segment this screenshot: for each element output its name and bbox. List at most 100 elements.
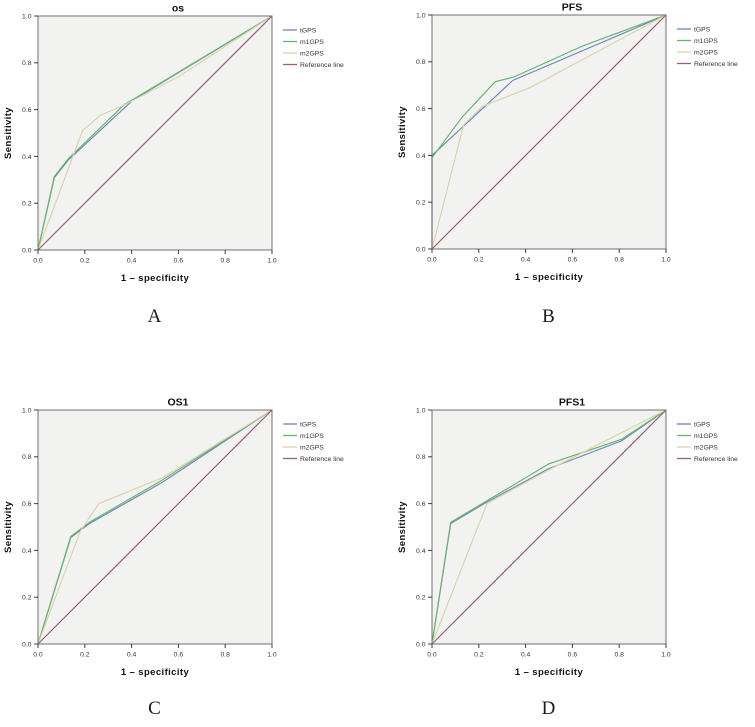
y-tick-label: 1.0 — [22, 13, 32, 20]
plot-frame — [431, 14, 667, 250]
y-tick-label: 0.4 — [22, 548, 32, 555]
legend-label-m2gps: m2GPS — [694, 444, 718, 451]
x-axis: 0.0 0.2 0.4 0.6 0.8 1.0 — [33, 644, 277, 659]
y-tick-label: 0.0 — [416, 641, 426, 648]
roc-chart-PFS1: 0.0 0.2 0.4 0.6 0.8 1.0 0.0 0.2 0.4 0.6 0.8 1.0 PFS1… — [397, 397, 738, 679]
y-tick-label: 0.2 — [22, 595, 32, 602]
panel-d-chart: 0.0 0.2 0.4 0.6 0.8 1.0 0.0 0.2 0.4 0.6 0.8 1.0 PFS1… — [394, 396, 755, 693]
legend-label-m2gps: m2GPS — [300, 50, 324, 57]
roc-chart-PFS: 0.0 0.2 0.4 0.6 0.8 1.0 0.0 0.2 0.4 0.6 0.8 1.0 PFS 1… — [397, 2, 738, 284]
legend-label-tgps: tGPS — [694, 26, 711, 33]
legend: tGPS m1GPS m2GPS Reference line — [283, 27, 344, 69]
x-tick-label: 0.2 — [80, 652, 90, 659]
panel-letter-d: D — [541, 698, 557, 719]
y-axis: 0.0 0.2 0.4 0.6 0.8 1.0 — [416, 407, 432, 648]
roc-curve-m1gps — [37, 15, 273, 251]
roc-curve-m2gps — [431, 14, 667, 250]
legend: tGPS m1GPS m2GPS Reference line — [283, 421, 344, 463]
y-tick-label: 0.4 — [416, 153, 426, 160]
legend-label-tgps: tGPS — [300, 421, 317, 428]
x-tick-label: 0.6 — [174, 258, 184, 265]
roc-chart-os: 0.0 0.2 0.4 0.6 0.8 1.0 0.0 0.2 0.4 0.6 0.8 1.0 os 1 … — [3, 3, 344, 285]
x-tick-label: 0.8 — [614, 652, 624, 659]
plot-frame — [431, 409, 667, 645]
y-tick-label: 0.0 — [416, 246, 426, 253]
legend: tGPS m1GPS m2GPS Reference line — [677, 26, 738, 68]
x-tick-label: 0.8 — [614, 257, 624, 264]
roc-chart-OS1: 0.0 0.2 0.4 0.6 0.8 1.0 0.0 0.2 0.4 0.6 0.8 1.0 OS1 1… — [3, 397, 344, 679]
x-tick-label: 0.0 — [427, 652, 437, 659]
legend-label-m2gps: m2GPS — [300, 444, 324, 451]
legend-label-m1gps: m1GPS — [694, 433, 718, 440]
x-tick-label: 0.4 — [521, 652, 531, 659]
x-tick-label: 0.4 — [127, 652, 137, 659]
y-axis-label: Sensitivity — [397, 501, 408, 553]
x-tick-label: 1.0 — [661, 257, 671, 264]
legend-label-reference-line: Reference line — [694, 456, 738, 463]
x-tick-label: 1.0 — [661, 652, 671, 659]
legend-label-reference-line: Reference line — [300, 456, 344, 463]
x-tick-label: 0.0 — [427, 257, 437, 264]
legend-label-m2gps: m2GPS — [694, 49, 718, 56]
x-tick-label: 1.0 — [267, 652, 277, 659]
panel-letter-a: A — [147, 306, 163, 327]
x-axis: 0.0 0.2 0.4 0.6 0.8 1.0 — [427, 644, 671, 659]
chart-title: PFS — [562, 2, 582, 14]
y-axis: 0.0 0.2 0.4 0.6 0.8 1.0 — [22, 13, 38, 254]
y-axis-label: Sensitivity — [397, 106, 408, 158]
x-axis-label: 1 – specificity — [515, 272, 584, 283]
panel-c-chart: 0.0 0.2 0.4 0.6 0.8 1.0 0.0 0.2 0.4 0.6 0.8 1.0 OS1 1… — [0, 396, 368, 693]
x-tick-label: 1.0 — [267, 258, 277, 265]
legend-label-tgps: tGPS — [694, 421, 711, 428]
roc-curve-m1gps — [37, 409, 273, 645]
y-tick-label: 0.6 — [416, 501, 426, 508]
chart-title: os — [172, 3, 184, 15]
panel-letter-c: C — [148, 698, 162, 719]
x-axis-label: 1 – specificity — [121, 273, 190, 284]
x-axis-label: 1 – specificity — [515, 667, 584, 678]
roc-curve-m1gps — [431, 409, 667, 645]
x-tick-label: 0.4 — [127, 258, 137, 265]
plot-frame — [37, 15, 273, 251]
legend-label-m1gps: m1GPS — [694, 38, 718, 45]
roc-curve-reference-line — [431, 14, 667, 250]
roc-curve-m2gps — [431, 409, 667, 645]
y-tick-label: 0.2 — [416, 595, 426, 602]
roc-curve-reference-line — [37, 409, 273, 645]
roc-curve-m2gps — [37, 15, 273, 251]
chart-title: PFS1 — [559, 397, 585, 409]
y-tick-label: 0.8 — [22, 454, 32, 461]
x-tick-label: 0.6 — [174, 652, 184, 659]
y-tick-label: 0.4 — [22, 154, 32, 161]
x-tick-label: 0.6 — [568, 257, 578, 264]
legend-label-reference-line: Reference line — [694, 61, 738, 68]
x-tick-label: 0.8 — [220, 258, 230, 265]
chart-title: OS1 — [167, 397, 188, 409]
y-tick-label: 0.0 — [22, 641, 32, 648]
y-tick-label: 0.6 — [22, 501, 32, 508]
panel-a-chart: 0.0 0.2 0.4 0.6 0.8 1.0 0.0 0.2 0.4 0.6 0.8 1.0 os 1 … — [0, 2, 368, 299]
y-axis: 0.0 0.2 0.4 0.6 0.8 1.0 — [22, 407, 38, 648]
y-tick-label: 0.8 — [416, 59, 426, 66]
x-tick-label: 0.0 — [33, 258, 43, 265]
x-tick-label: 0.0 — [33, 652, 43, 659]
legend-label-tgps: tGPS — [300, 27, 317, 34]
y-tick-label: 0.0 — [22, 247, 32, 254]
y-tick-label: 0.6 — [416, 106, 426, 113]
roc-curve-reference-line — [37, 15, 273, 251]
plot-frame — [37, 409, 273, 645]
y-tick-label: 1.0 — [416, 407, 426, 414]
y-axis-label: Sensitivity — [3, 501, 14, 553]
x-axis-label: 1 – specificity — [121, 667, 190, 678]
y-axis: 0.0 0.2 0.4 0.6 0.8 1.0 — [416, 12, 432, 253]
legend-label-m1gps: m1GPS — [300, 39, 324, 46]
y-axis-label: Sensitivity — [3, 107, 14, 159]
x-tick-label: 0.4 — [521, 257, 531, 264]
x-tick-label: 0.6 — [568, 652, 578, 659]
legend-label-m1gps: m1GPS — [300, 433, 324, 440]
y-tick-label: 0.6 — [22, 107, 32, 114]
panel-b-chart: 0.0 0.2 0.4 0.6 0.8 1.0 0.0 0.2 0.4 0.6 0.8 1.0 PFS 1… — [394, 1, 755, 298]
x-tick-label: 0.2 — [474, 652, 484, 659]
legend: tGPS m1GPS m2GPS Reference line — [677, 421, 738, 463]
